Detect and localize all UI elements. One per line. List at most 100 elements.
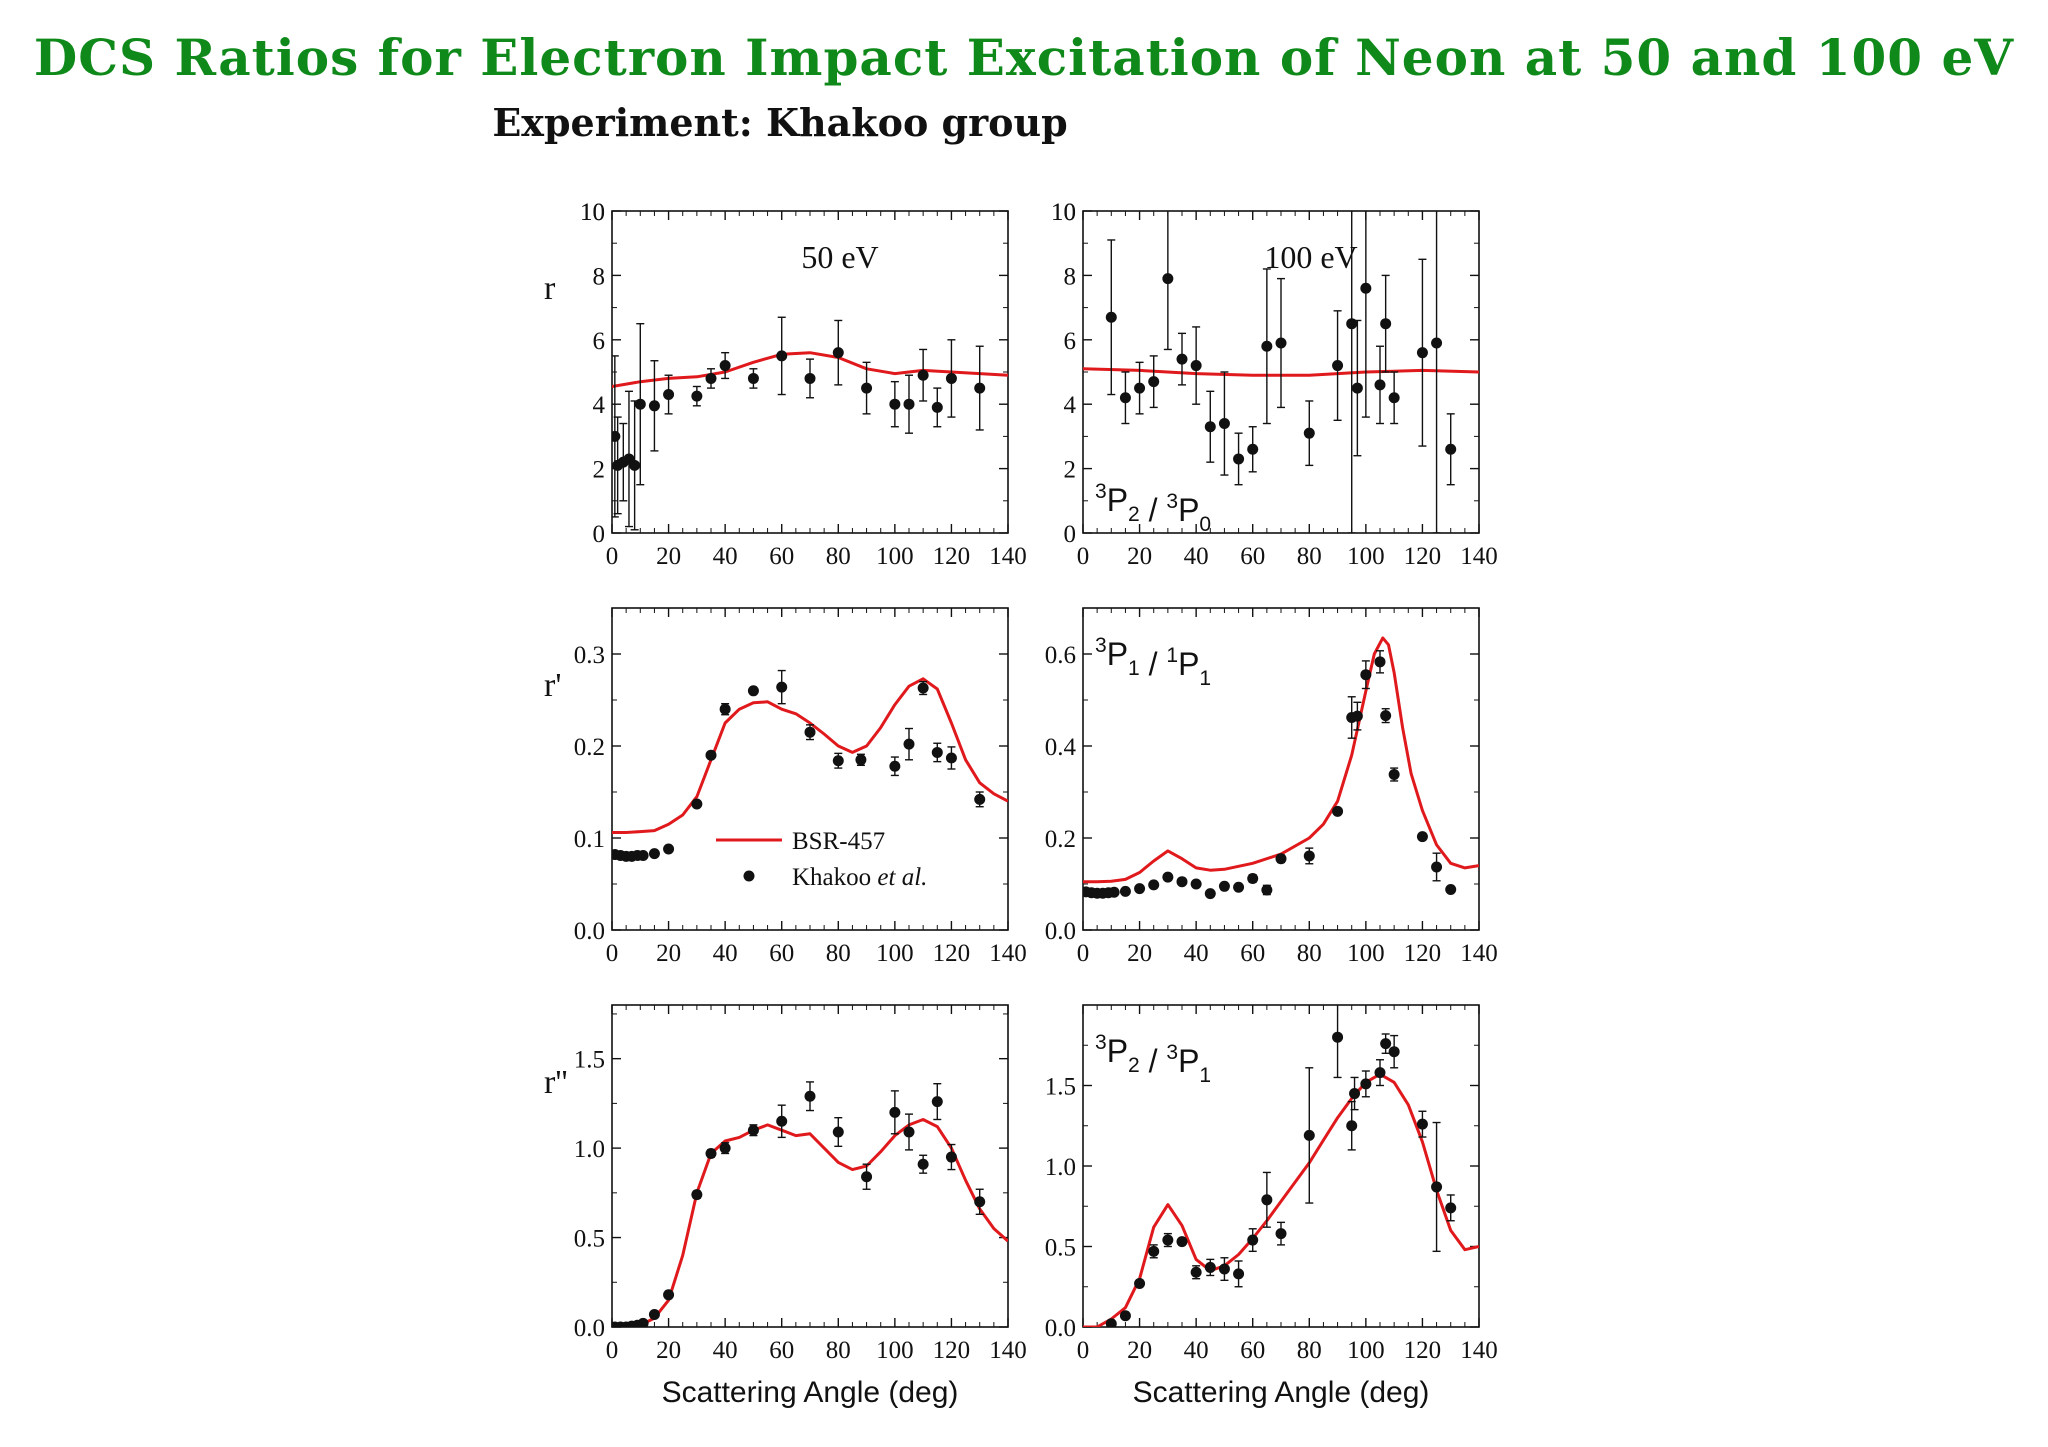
- data-point: [1218, 1263, 1230, 1275]
- data-point: [974, 382, 986, 394]
- y-tick-label: 0.2: [1045, 826, 1076, 853]
- y-tick-label: 4: [1064, 392, 1077, 419]
- y-tick-label: 10: [1051, 199, 1076, 226]
- data-point: [747, 1124, 759, 1136]
- data-point: [1388, 392, 1400, 404]
- plot-area: [1083, 1005, 1479, 1327]
- y-tick-label: 0.2: [574, 734, 605, 761]
- data-point: [1431, 337, 1443, 349]
- data-point: [1416, 1118, 1428, 1130]
- x-tick-label: 140: [989, 940, 1027, 967]
- data-point: [747, 372, 759, 384]
- data-point: [1119, 392, 1131, 404]
- x-tick-label: 140: [1460, 1337, 1498, 1364]
- theory-curve: [1083, 636, 1479, 884]
- plot-area: [612, 669, 1008, 862]
- x-tick-label: 140: [1460, 940, 1498, 967]
- data-point: [1119, 885, 1131, 897]
- theory-curve: [612, 677, 1008, 834]
- x-tick-label: 0: [606, 543, 619, 570]
- y-tick-label: 1.5: [574, 1047, 605, 1074]
- y-axis-label: r'': [544, 1064, 568, 1101]
- data-point: [1380, 1038, 1392, 1050]
- data-point: [945, 752, 957, 764]
- data-point: [1261, 1194, 1273, 1206]
- data-point: [1261, 884, 1273, 896]
- data-point: [1134, 382, 1146, 394]
- data-point: [974, 1196, 986, 1208]
- data-point: [889, 760, 901, 772]
- data-point: [1374, 656, 1386, 668]
- y-tick-label: 8: [1064, 263, 1077, 290]
- y-tick-label: 8: [593, 263, 606, 290]
- x-axis-label: Scattering Angle (deg): [662, 1376, 959, 1409]
- panel-bottom-right: 0 20 40 60 80 100 120 140 0.0 0.5 1.0 1.5 Scattering…: [1045, 1004, 1498, 1409]
- x-tick-label: 80: [1297, 940, 1322, 967]
- data-point: [917, 682, 929, 694]
- data-point: [648, 1308, 660, 1320]
- data-point: [1380, 710, 1392, 722]
- y-tick-label: 0.0: [574, 918, 605, 945]
- y-tick-label: 0.0: [1045, 1315, 1076, 1342]
- data-point: [1275, 853, 1287, 865]
- x-tick-label: 100: [1347, 940, 1385, 967]
- data-point: [1148, 879, 1160, 891]
- data-point: [1346, 1120, 1358, 1132]
- theory-curve: [612, 1118, 1008, 1327]
- x-tick-label: 120: [933, 940, 971, 967]
- data-point: [1349, 1088, 1361, 1100]
- x-tick-label: 120: [1404, 1337, 1442, 1364]
- data-point: [1134, 883, 1146, 895]
- data-point: [1247, 872, 1259, 884]
- x-tick-label: 40: [713, 940, 738, 967]
- data-point: [1148, 376, 1160, 388]
- data-point: [861, 382, 873, 394]
- plot-area: [1083, 636, 1479, 900]
- data-point: [1247, 443, 1259, 455]
- panel-bottom-left: 0 20 40 60 80 100 120 140 0.0 0.5 1.0 1.5r'' Scatter…: [544, 1004, 1027, 1409]
- data-point: [832, 1126, 844, 1138]
- data-point: [1275, 337, 1287, 349]
- x-tick-label: 140: [1460, 543, 1498, 570]
- data-point: [691, 390, 703, 402]
- y-tick-label: 0.4: [1045, 734, 1077, 761]
- data-point: [648, 848, 660, 860]
- data-point: [1233, 453, 1245, 465]
- x-tick-label: 120: [1404, 940, 1442, 967]
- data-point: [747, 685, 759, 697]
- data-point: [931, 401, 943, 413]
- legend-line-label: BSR-457: [792, 828, 885, 855]
- data-point: [1360, 1078, 1372, 1090]
- data-point: [931, 1096, 943, 1108]
- y-tick-label: 6: [1064, 328, 1077, 355]
- data-point: [1303, 427, 1315, 439]
- data-point: [705, 372, 717, 384]
- x-tick-label: 60: [1240, 1337, 1265, 1364]
- data-point: [1332, 360, 1344, 372]
- x-tick-label: 0: [606, 940, 619, 967]
- theory-curve: [1083, 1072, 1479, 1327]
- x-tick-label: 100: [876, 940, 914, 967]
- data-point: [1360, 669, 1372, 681]
- x-tick-label: 20: [1127, 543, 1152, 570]
- x-tick-label: 0: [1077, 1337, 1090, 1364]
- x-tick-label: 120: [933, 1337, 971, 1364]
- data-point: [637, 1317, 649, 1327]
- y-tick-label: 2: [593, 457, 606, 484]
- x-tick-label: 60: [769, 940, 794, 967]
- x-tick-label: 100: [1347, 1337, 1385, 1364]
- data-point: [1204, 1261, 1216, 1273]
- y-tick-label: 2: [1064, 457, 1077, 484]
- x-tick-label: 80: [1297, 1337, 1322, 1364]
- transition-label: 3P2 / 3P0: [1095, 480, 1211, 536]
- data-point: [832, 347, 844, 359]
- data-point: [1247, 1234, 1259, 1246]
- y-tick-label: 0.5: [1045, 1235, 1076, 1262]
- data-point: [1162, 1234, 1174, 1246]
- data-point: [1332, 805, 1344, 817]
- data-point: [1445, 443, 1457, 455]
- x-tick-label: 60: [1240, 940, 1265, 967]
- data-point: [1303, 850, 1315, 862]
- x-tick-label: 20: [656, 940, 681, 967]
- y-axis-label: r': [544, 667, 561, 704]
